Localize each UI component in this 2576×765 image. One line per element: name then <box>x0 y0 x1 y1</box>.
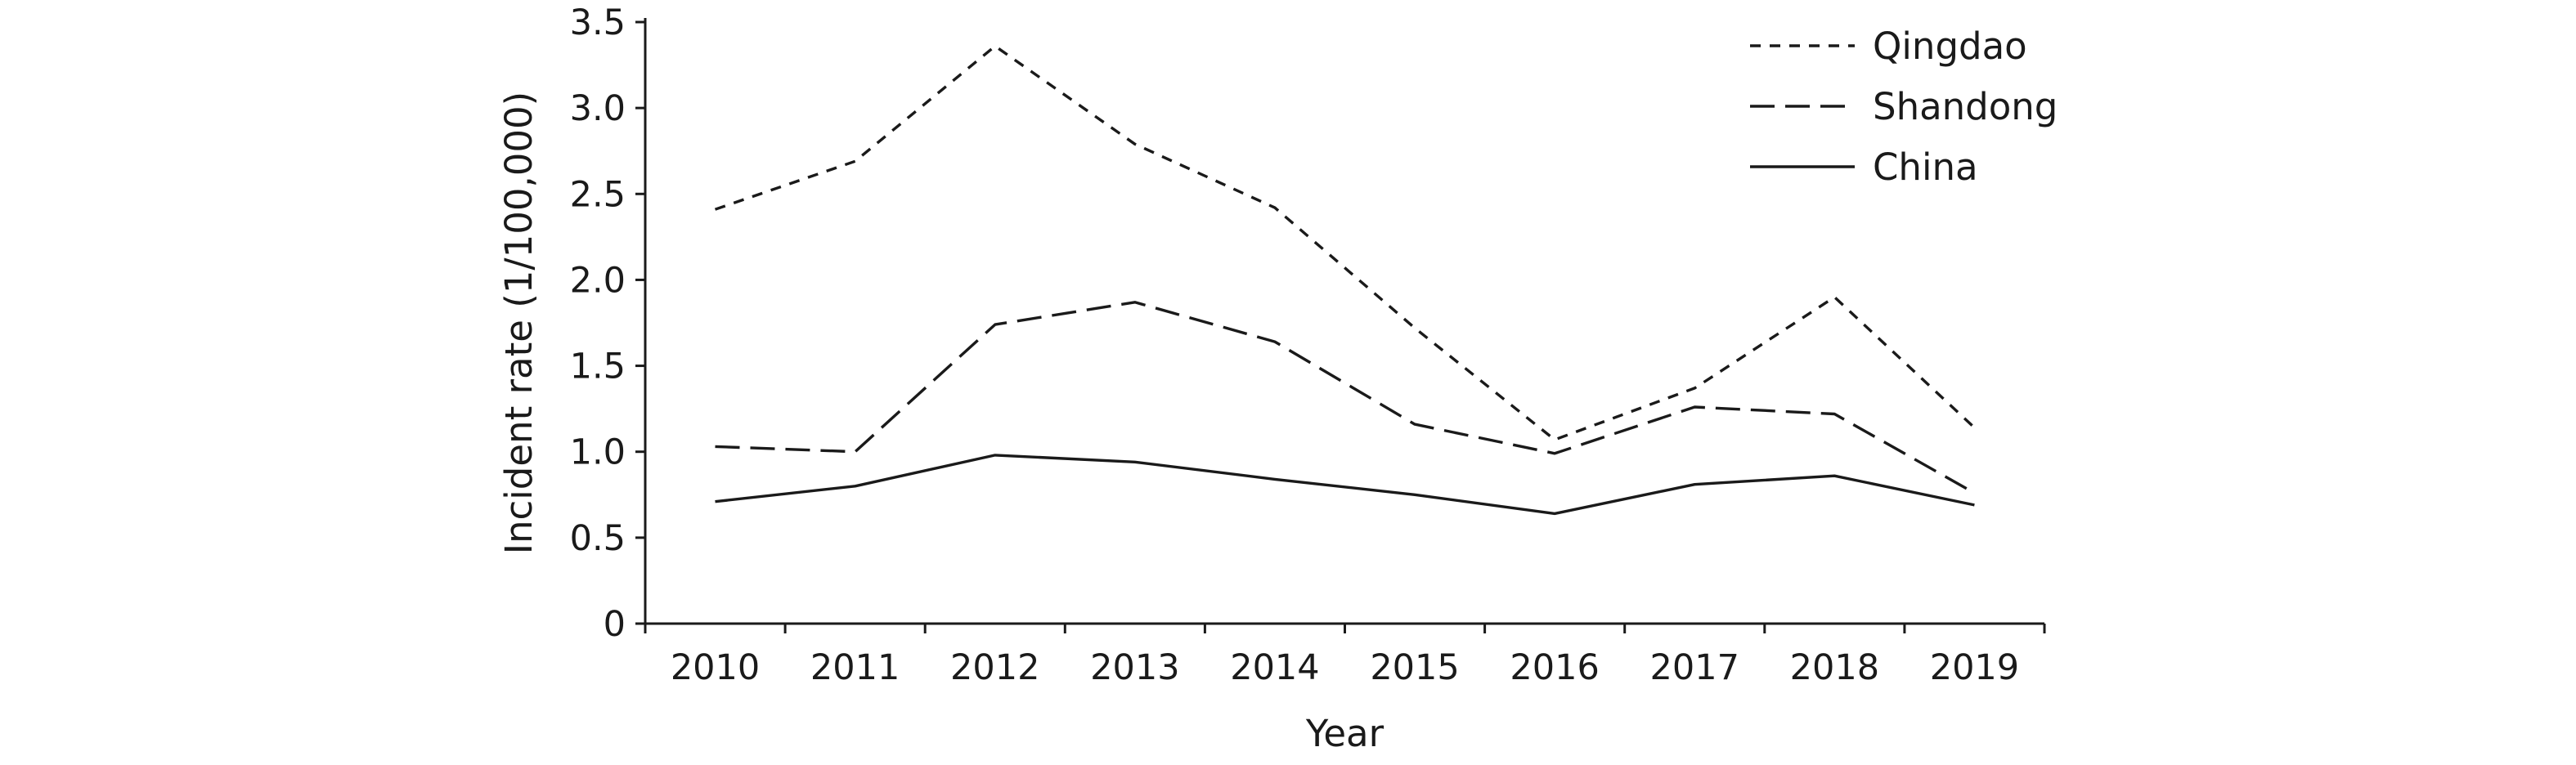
series-line-shandong <box>715 301 1976 494</box>
y-tick-label: 1.0 <box>570 432 626 473</box>
x-tick-label: 2019 <box>1930 647 2019 688</box>
y-tick-label: 2.5 <box>570 174 626 215</box>
legend-label-china: China <box>1873 145 1978 189</box>
x-axis-title: Year <box>1305 712 1384 755</box>
x-tick-label: 2011 <box>810 647 900 688</box>
x-tick-label: 2014 <box>1230 647 1319 688</box>
x-tick-label: 2013 <box>1090 647 1179 688</box>
y-tick-label: 3.0 <box>570 88 626 129</box>
axes <box>644 18 2044 625</box>
y-tick-label: 3.5 <box>570 2 626 43</box>
series-line-qingdao <box>714 44 1976 441</box>
x-tick-label: 2017 <box>1650 647 1739 688</box>
x-tick-label: 2010 <box>671 647 760 688</box>
y-ticks: 0 0.5 1.0 1.5 2.0 2.5 3.0 3.5 <box>570 2 645 645</box>
x-ticks: 2010 2011 2012 2013 2014 2015 2016 2017 2018 2019 <box>644 624 2046 688</box>
x-tick-label: 2018 <box>1790 647 1879 688</box>
x-tick-label: 2012 <box>950 647 1039 688</box>
series-line-china <box>715 454 1975 516</box>
series-lines <box>714 44 1976 516</box>
legend-label-shandong: Shandong <box>1873 85 2058 128</box>
y-tick-label: 0 <box>604 604 626 645</box>
y-tick-label: 0.5 <box>570 518 626 559</box>
x-tick-label: 2015 <box>1370 647 1459 688</box>
x-tick-label: 2016 <box>1510 647 1599 688</box>
y-tick-label: 2.0 <box>570 260 626 301</box>
y-axis-title: Incident rate (1/100,000) <box>497 92 541 554</box>
legend: Qingdao Shandong China <box>1750 25 2058 189</box>
legend-label-qingdao: Qingdao <box>1873 25 2027 68</box>
y-tick-label: 1.5 <box>570 347 626 387</box>
